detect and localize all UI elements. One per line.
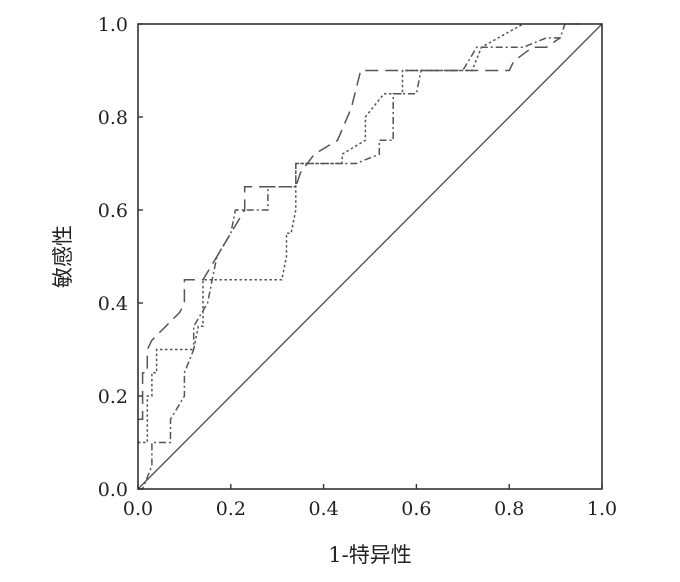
y-tick-label: 0.2 <box>98 386 128 408</box>
y-tick-label: 0.8 <box>98 107 128 129</box>
x-tick-label: 0.2 <box>216 498 246 520</box>
roc-curve-dotted <box>138 23 524 444</box>
y-tick-label: 1.0 <box>98 14 128 36</box>
x-axis-title: 1-特异性 <box>328 543 411 567</box>
x-tick-label: 0.6 <box>401 498 431 520</box>
y-axis-title: 敏感性 <box>51 225 75 288</box>
roc-curve-long-dash <box>138 37 561 421</box>
plot-frame <box>137 23 603 490</box>
y-tick-label: 0.4 <box>98 293 128 315</box>
series-group <box>137 23 603 490</box>
y-tick-label: 0.0 <box>98 479 128 501</box>
x-tick-label: 0.0 <box>123 498 153 520</box>
y-tick-label: 0.6 <box>98 200 128 222</box>
x-tick-label: 1.0 <box>587 498 617 520</box>
reference-diagonal-line <box>137 23 603 490</box>
x-tick-label: 0.4 <box>308 498 338 520</box>
tick-group: 0.0 0.2 0.4 0.6 0.8 1.0 0.0 0.2 0.4 0.6 0.8 1.0 <box>98 14 617 520</box>
roc-curve-dash-dot <box>138 23 579 490</box>
x-tick-label: 0.8 <box>494 498 524 520</box>
